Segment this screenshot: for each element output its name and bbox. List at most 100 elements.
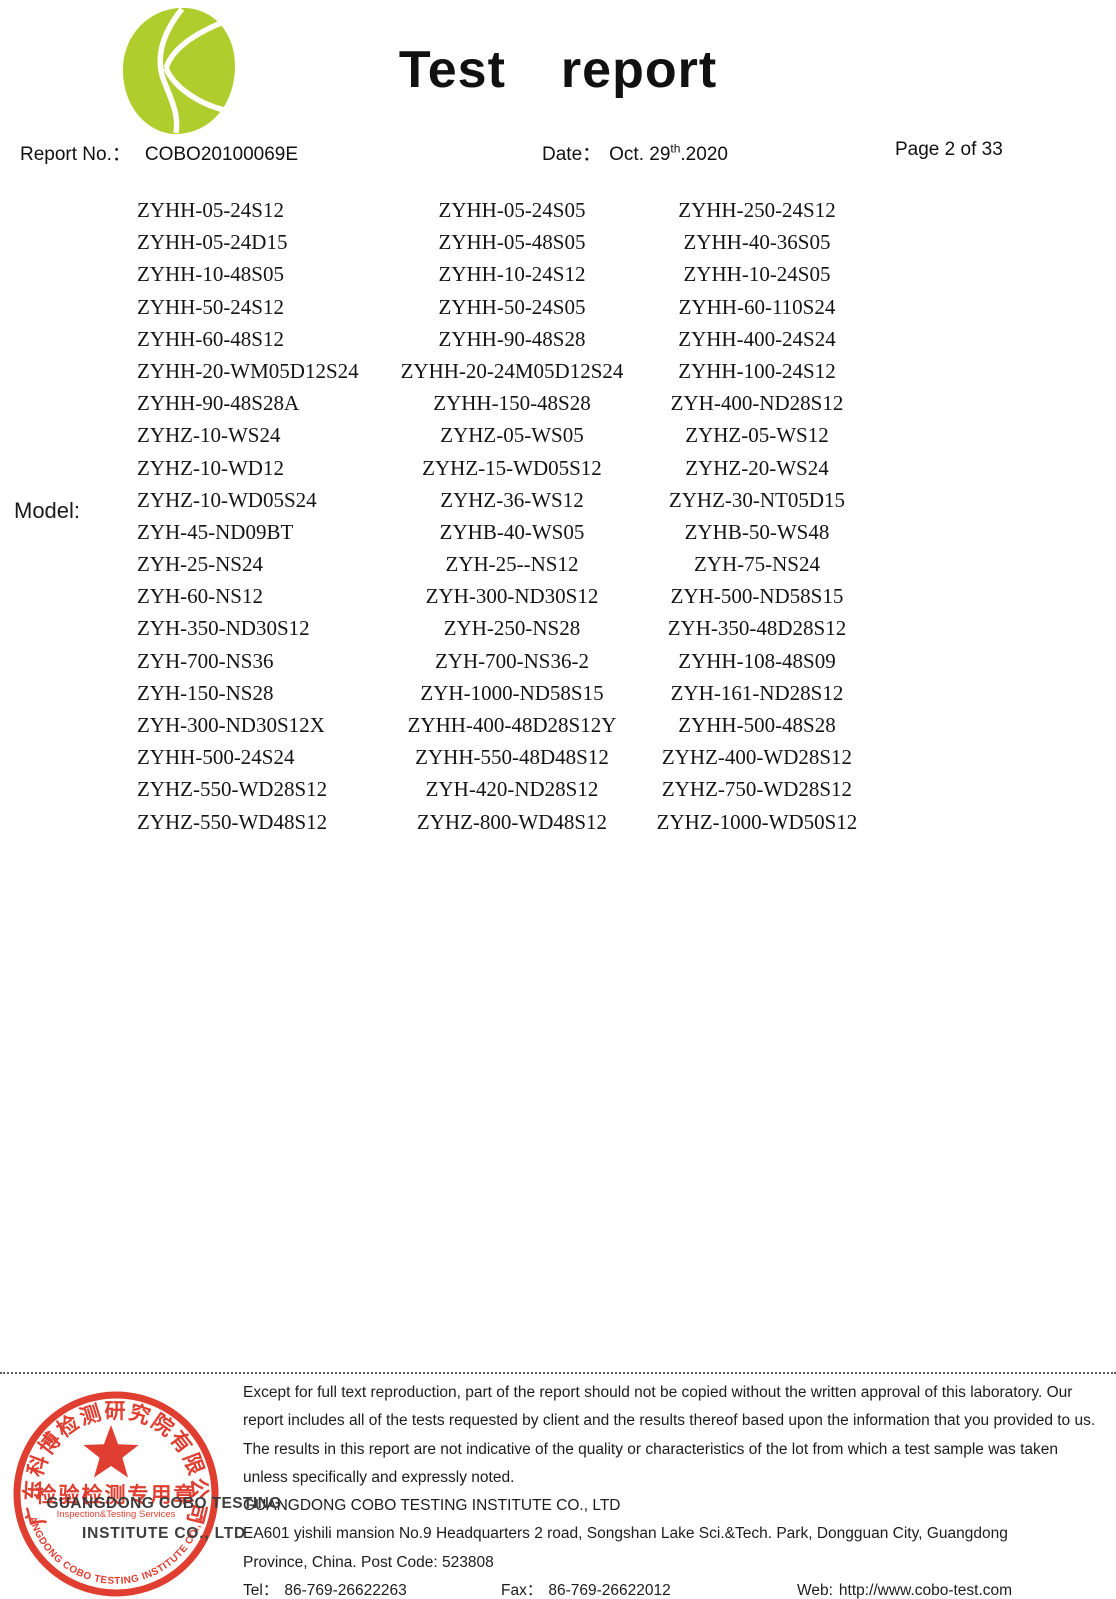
model-cell: ZYHH-60-48S12 xyxy=(137,326,284,351)
dotted-separator xyxy=(0,1372,1116,1374)
model-cell: ZYH-300-ND30S12X xyxy=(137,713,325,737)
model-cell: ZYHH-100-24S12 xyxy=(678,358,836,383)
model-cell: ZYHB-50-WS48 xyxy=(684,519,830,544)
model-cell: ZYH-400-ND28S12 xyxy=(670,391,844,416)
disclaimer-line: Except for full text reproduction, part … xyxy=(243,1384,1073,1401)
model-cell: ZYHH-400-48D28S12Y xyxy=(407,713,617,737)
web-label: Web: xyxy=(797,1582,833,1599)
report-date: Date： Oct. 29th.2020 xyxy=(542,139,728,166)
model-cell: ZYHZ-10-WS24 xyxy=(137,423,281,448)
model-cell: ZYHH-05-24S12 xyxy=(137,198,284,222)
model-cell: ZYHH-05-24S05 xyxy=(438,198,586,222)
date-day: Oct. 29 xyxy=(609,144,671,165)
report-number: Report No.： COBO20100069E xyxy=(20,139,298,166)
model-cell: ZYHH-550-48D48S12 xyxy=(415,745,609,770)
stamp-center-chinese-text: 检验检测专用章 xyxy=(36,1483,197,1507)
model-cell: ZYH-500-ND58S15 xyxy=(670,584,844,609)
footer-company-block: GUANGDONG COBO TESTING INSTITUTE CO., LT… xyxy=(18,1496,310,1542)
table-row: ZYHZ-10-WD12 ZYHZ-15-WD05S12 ZYHZ-20-WS24 xyxy=(137,452,882,484)
model-cell: ZYHZ-20-WS24 xyxy=(685,455,829,480)
company-block-line2: INSTITUTE CO., LTD xyxy=(82,1525,246,1542)
model-cell: ZYHH-90-48S28 xyxy=(438,326,586,351)
stamp-ring xyxy=(13,1391,219,1597)
model-cell: ZYHZ-10-WD05S24 xyxy=(137,487,317,512)
model-cell: ZYHH-250-24S12 xyxy=(678,198,836,222)
model-cell: ZYHZ-36-WS12 xyxy=(440,487,584,512)
report-number-value: COBO20100069E xyxy=(144,144,299,165)
stamp-english-small-text: Inspection&Testing Services xyxy=(57,1509,176,1520)
model-cell: ZYHH-500-24S24 xyxy=(137,745,295,770)
model-cell: ZYH-700-NS36 xyxy=(137,648,274,673)
company-logo-icon xyxy=(122,7,236,135)
model-cell: ZYH-25-NS24 xyxy=(137,552,263,577)
model-cell: ZYHH-05-24D15 xyxy=(137,230,288,255)
page-title: Test report xyxy=(0,40,1116,100)
model-cell: ZYHZ-15-WD05S12 xyxy=(422,455,602,480)
table-row: ZYHH-90-48S28A ZYHH-150-48S28 ZYH-400-ND28… xyxy=(137,387,882,419)
report-date-value: Oct. 29th.2020 xyxy=(609,141,728,165)
table-row: ZYHH-50-24S12 ZYHH-50-24S05 ZYHH-60-110S24 xyxy=(137,291,882,323)
telephone: Tel： 86-769-26622263 xyxy=(243,1577,501,1599)
fax: Fax： 86-769-26622012 xyxy=(501,1577,797,1599)
page-indicator: Page 2 of 33 xyxy=(895,139,1003,160)
title-word-report: report xyxy=(560,41,718,99)
footer-company-name: GUANGDONG COBO TESTING INSTITUTE CO., LT… xyxy=(243,1497,621,1515)
model-cell: ZYH-75-NS24 xyxy=(694,552,820,577)
table-row: ZYHH-60-48S12 ZYHH-90-48S28 ZYHH-400-24S24 xyxy=(137,323,882,355)
model-cell: ZYHH-10-48S05 xyxy=(137,262,284,287)
model-cell: ZYHB-40-WS05 xyxy=(439,519,585,544)
company-block-line1: GUANGDONG COBO TESTING xyxy=(46,1495,282,1512)
model-cell: ZYH-350-48D28S12 xyxy=(667,616,847,641)
table-row: ZYHH-10-48S05 ZYHH-10-24S12 ZYHH-10-24S05 xyxy=(137,258,882,290)
title-word-test: Test xyxy=(398,41,506,99)
disclaimer-line: unless specifically and expressly noted. xyxy=(243,1468,515,1486)
model-cell: ZYHH-10-24S12 xyxy=(438,262,586,287)
date-year: .2020 xyxy=(680,144,728,165)
model-cell: ZYHZ-05-WS12 xyxy=(685,423,829,448)
tel-value: 86-769-26622263 xyxy=(284,1582,407,1599)
model-cell: ZYH-161-ND28S12 xyxy=(670,680,844,705)
date-ordinal-suffix: th xyxy=(670,141,681,156)
table-row: ZYH-25-NS24 ZYH-25--NS12 ZYH-75-NS24 xyxy=(137,548,882,580)
model-cell: ZYH-25--NS12 xyxy=(445,552,579,577)
report-number-label: Report No.： xyxy=(20,144,131,165)
model-cell: ZYHZ-800-WD48S12 xyxy=(416,809,608,834)
disclaimer-line: report includes all of the tests request… xyxy=(243,1412,1096,1430)
model-cell: ZYH-60-NS12 xyxy=(137,584,263,609)
table-row: ZYH-60-NS12 ZYH-300-ND30S12 ZYH-500-ND58S1… xyxy=(137,580,882,612)
footer-address-line2: Province, China. Post Code: 523808 xyxy=(243,1553,494,1571)
model-cell: ZYH-300-ND30S12 xyxy=(425,584,599,609)
model-cell: ZYHZ-30-NT05D15 xyxy=(668,487,846,512)
model-cell: ZYH-45-ND09BT xyxy=(137,519,294,544)
logo-curve-left xyxy=(157,7,185,134)
model-cell: ZYHH-108-48S09 xyxy=(678,648,836,673)
table-row: ZYHZ-10-WS24 ZYHZ-05-WS05 ZYHZ-05-WS12 xyxy=(137,419,882,451)
stamp-star-icon xyxy=(83,1425,139,1478)
table-row: ZYHZ-10-WD05S24 ZYHZ-36-WS12 ZYHZ-30-NT05D… xyxy=(137,484,882,516)
model-cell: ZYHH-20-WM05D12S24 xyxy=(137,358,359,383)
model-cell: ZYHH-10-24S05 xyxy=(683,262,831,287)
model-cell: ZYHZ-05-WS05 xyxy=(440,423,584,448)
model-cell: ZYHH-05-48S05 xyxy=(438,230,586,255)
fax-label: Fax： xyxy=(501,1582,543,1599)
logo-curve-upper-right xyxy=(163,20,223,70)
model-cell: ZYHH-60-110S24 xyxy=(678,294,836,319)
footer-address-line1: EA601 yishili mansion No.9 Headquarters … xyxy=(243,1525,1008,1543)
model-cell: ZYHZ-550-WD28S12 xyxy=(137,777,328,802)
fax-value: 86-769-26622012 xyxy=(548,1582,671,1599)
table-row: ZYHH-05-24D15 ZYHH-05-48S05 ZYHH-40-36S05 xyxy=(137,226,882,258)
model-cell: ZYHZ-1000-WD50S12 xyxy=(656,809,858,834)
model-list-table: ZYHH-05-24S12 ZYHH-05-24S05 ZYHH-250-24S12… xyxy=(137,194,882,838)
model-cell: ZYHH-50-24S12 xyxy=(137,294,284,319)
model-cell: ZYH-250-NS28 xyxy=(443,616,581,641)
table-row: ZYHZ-550-WD28S12 ZYH-420-ND28S12 ZYHZ-750-… xyxy=(137,773,882,805)
table-row: ZYH-350-ND30S12 ZYH-250-NS28 ZYH-350-48D28… xyxy=(137,612,882,644)
model-cell: ZYHZ-550-WD48S12 xyxy=(137,809,328,834)
tel-label: Tel： xyxy=(243,1582,279,1599)
footer-text-block: Except for full text reproduction, part … xyxy=(243,1379,1111,1599)
table-row: ZYH-300-ND30S12X ZYHH-400-48D28S12Y ZYHH-5… xyxy=(137,709,882,741)
website: Web: http://www.cobo-test.com xyxy=(797,1577,1012,1599)
model-cell: ZYHZ-10-WD12 xyxy=(137,455,284,480)
model-cell: ZYHH-50-24S05 xyxy=(438,294,586,319)
